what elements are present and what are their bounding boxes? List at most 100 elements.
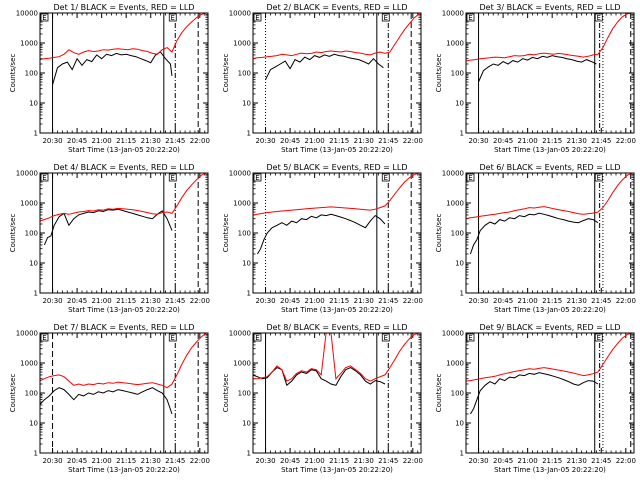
y-tick-label: 1 xyxy=(247,450,251,458)
x-tick-label: 21:00 xyxy=(518,297,538,305)
y-tick-label: 1000 xyxy=(233,360,251,368)
x-tick-label: 21:00 xyxy=(518,457,538,465)
panel-title: Det 8/ BLACK = Events, RED = LLD xyxy=(267,323,408,332)
plot-frame xyxy=(465,12,635,134)
y-axis-label: Counts/sec xyxy=(9,54,17,93)
y-tick-label: 1 xyxy=(460,130,464,138)
x-tick-label: 20:45 xyxy=(67,297,87,305)
series-events xyxy=(478,55,597,83)
x-tick-label: 21:30 xyxy=(141,137,161,145)
detector-panel-3: Det 3/ BLACK = Events, RED = LLD 1 10 100 10… xyxy=(435,3,636,154)
series-events xyxy=(52,51,173,86)
x-tick-label: 21:15 xyxy=(542,457,562,465)
flag-label: E xyxy=(384,14,388,22)
y-tick-label: 10000 xyxy=(16,170,38,178)
x-tick-label: 22:00 xyxy=(403,297,423,305)
x-tick-label: 20:45 xyxy=(280,457,300,465)
y-axis-label: Counts/sec xyxy=(9,214,17,253)
plot-frame xyxy=(39,172,209,294)
panel-title: Det 5/ BLACK = Events, RED = LLD xyxy=(267,163,408,172)
series-lld xyxy=(253,13,420,60)
x-tick-label: 21:00 xyxy=(305,297,325,305)
flag-label: E xyxy=(255,334,259,342)
x-tick-label: 22:00 xyxy=(190,137,210,145)
y-tick-label: 10 xyxy=(455,100,464,108)
x-tick-label: 22:00 xyxy=(616,137,636,145)
series-lld xyxy=(40,173,207,222)
flag-box xyxy=(168,173,177,182)
y-tick-label: 100 xyxy=(238,230,251,238)
x-tick-label: 21:45 xyxy=(378,137,398,145)
y-axis-label: Counts/sec xyxy=(9,374,17,413)
x-tick-label: 20:30 xyxy=(42,457,62,465)
detector-panel-1: Det 1/ BLACK = Events, RED = LLD 1 10 100 10… xyxy=(9,3,210,154)
series-events xyxy=(43,208,173,246)
series-lld xyxy=(253,173,420,216)
flag-label: E xyxy=(42,334,46,342)
x-tick-label: 20:45 xyxy=(67,137,87,145)
plot-frame xyxy=(39,12,209,134)
x-tick-label: 20:30 xyxy=(468,137,488,145)
x-tick-label: 20:45 xyxy=(280,297,300,305)
flag-label: E xyxy=(255,174,259,182)
y-tick-label: 10000 xyxy=(16,330,38,338)
x-axis-label: Start Time (13-Jan-05 20:22:20) xyxy=(494,466,606,474)
flag-label: E xyxy=(171,334,175,342)
y-tick-label: 100 xyxy=(25,230,38,238)
x-tick-label: 21:15 xyxy=(542,137,562,145)
flag-box xyxy=(40,13,49,22)
x-tick-label: 20:45 xyxy=(493,137,513,145)
x-tick-label: 21:00 xyxy=(92,297,112,305)
y-tick-label: 10 xyxy=(242,100,251,108)
panel-title: Det 6/ BLACK = Events, RED = LLD xyxy=(480,163,621,172)
x-tick-label: 20:30 xyxy=(42,297,62,305)
flag-label: E xyxy=(255,14,259,22)
x-tick-label: 21:45 xyxy=(165,137,185,145)
y-tick-label: 10000 xyxy=(442,170,464,178)
x-tick-label: 21:30 xyxy=(354,457,374,465)
x-tick-label: 20:45 xyxy=(493,457,513,465)
x-tick-label: 20:30 xyxy=(42,137,62,145)
x-tick-label: 21:30 xyxy=(354,297,374,305)
flag-box xyxy=(594,173,603,182)
y-tick-label: 1000 xyxy=(20,40,38,48)
panel-title: Det 1/ BLACK = Events, RED = LLD xyxy=(54,3,195,12)
series-events xyxy=(253,367,386,387)
x-tick-label: 21:45 xyxy=(378,297,398,305)
y-tick-label: 10000 xyxy=(229,170,251,178)
y-tick-label: 10 xyxy=(455,420,464,428)
flag-label: E xyxy=(171,174,175,182)
x-tick-label: 21:30 xyxy=(567,137,587,145)
x-tick-label: 21:45 xyxy=(378,457,398,465)
x-axis-label: Start Time (13-Jan-05 20:22:20) xyxy=(281,146,393,154)
y-tick-label: 10000 xyxy=(442,10,464,18)
series-lld xyxy=(253,333,420,382)
y-axis-label: Counts/sec xyxy=(222,214,230,253)
series-lld xyxy=(466,173,633,220)
x-tick-label: 21:15 xyxy=(116,457,136,465)
flag-box xyxy=(253,333,262,342)
y-tick-label: 1000 xyxy=(233,200,251,208)
x-tick-label: 21:15 xyxy=(116,137,136,145)
detector-panel-8: Det 8/ BLACK = Events, RED = LLD 1 10 100 10… xyxy=(222,323,423,474)
plot-frame xyxy=(252,12,422,134)
flag-label: E xyxy=(597,174,601,182)
y-tick-label: 100 xyxy=(451,230,464,238)
x-tick-label: 21:00 xyxy=(92,457,112,465)
y-tick-label: 10 xyxy=(242,260,251,268)
x-tick-label: 21:15 xyxy=(542,297,562,305)
y-tick-label: 10000 xyxy=(229,330,251,338)
y-tick-label: 1000 xyxy=(446,40,464,48)
flag-label: E xyxy=(171,14,175,22)
x-tick-label: 21:30 xyxy=(567,457,587,465)
y-tick-label: 1 xyxy=(460,290,464,298)
y-tick-label: 1000 xyxy=(20,360,38,368)
detector-panel-9: Det 9/ BLACK = Events, RED = LLD 1 10 100 10… xyxy=(435,323,636,474)
y-tick-label: 1 xyxy=(247,290,251,298)
x-tick-label: 21:15 xyxy=(116,297,136,305)
series-events xyxy=(469,372,599,415)
x-axis-label: Start Time (13-Jan-05 20:22:20) xyxy=(494,146,606,154)
x-tick-label: 21:15 xyxy=(329,457,349,465)
y-tick-label: 1000 xyxy=(233,40,251,48)
x-tick-label: 21:00 xyxy=(305,137,325,145)
